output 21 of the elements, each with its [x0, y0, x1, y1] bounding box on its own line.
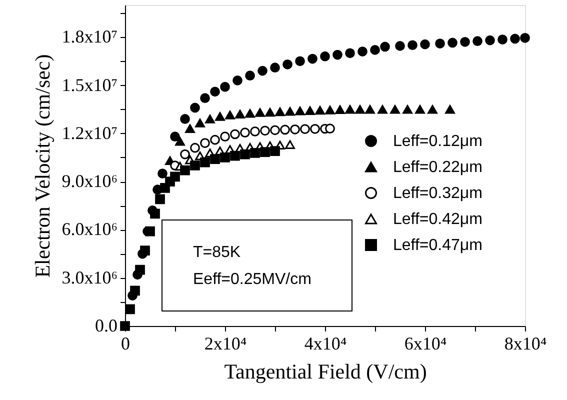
- x-tick-label: 8x10⁴: [504, 334, 547, 354]
- legend-label: Leff=0.12μm: [393, 133, 482, 150]
- legend-label: Leff=0.22μm: [393, 159, 482, 176]
- x-axis-title: Tangential Field (V/cm): [224, 360, 427, 384]
- x-tick-label: 2x10⁴: [204, 334, 247, 354]
- annotation: Eeff=0.25MV/cm: [193, 271, 312, 288]
- y-tick-label: 1.5x10⁷: [62, 74, 118, 95]
- y-tick-label: 0.0: [95, 316, 118, 336]
- y-tick-label: 3.0x10⁶: [62, 267, 118, 288]
- legend-label: Leff=0.32μm: [393, 185, 482, 202]
- x-tick-label: 6x10⁴: [404, 334, 447, 354]
- x-tick-label: 4x10⁴: [304, 334, 347, 354]
- legend-label: Leff=0.42μm: [393, 211, 482, 228]
- y-axis-title: Electron Velocity (cm/sec): [30, 54, 55, 278]
- y-tick-label: 6.0x10⁶: [62, 219, 118, 240]
- legend-label: Leff=0.47μm: [393, 237, 482, 254]
- y-tick-label: 9.0x10⁶: [62, 171, 118, 192]
- y-tick-label: 1.2x10⁷: [62, 122, 118, 143]
- x-tick-label: 0: [121, 334, 130, 354]
- annotation: T=85K: [193, 244, 241, 261]
- y-tick-label: 1.8x10⁷: [62, 26, 118, 47]
